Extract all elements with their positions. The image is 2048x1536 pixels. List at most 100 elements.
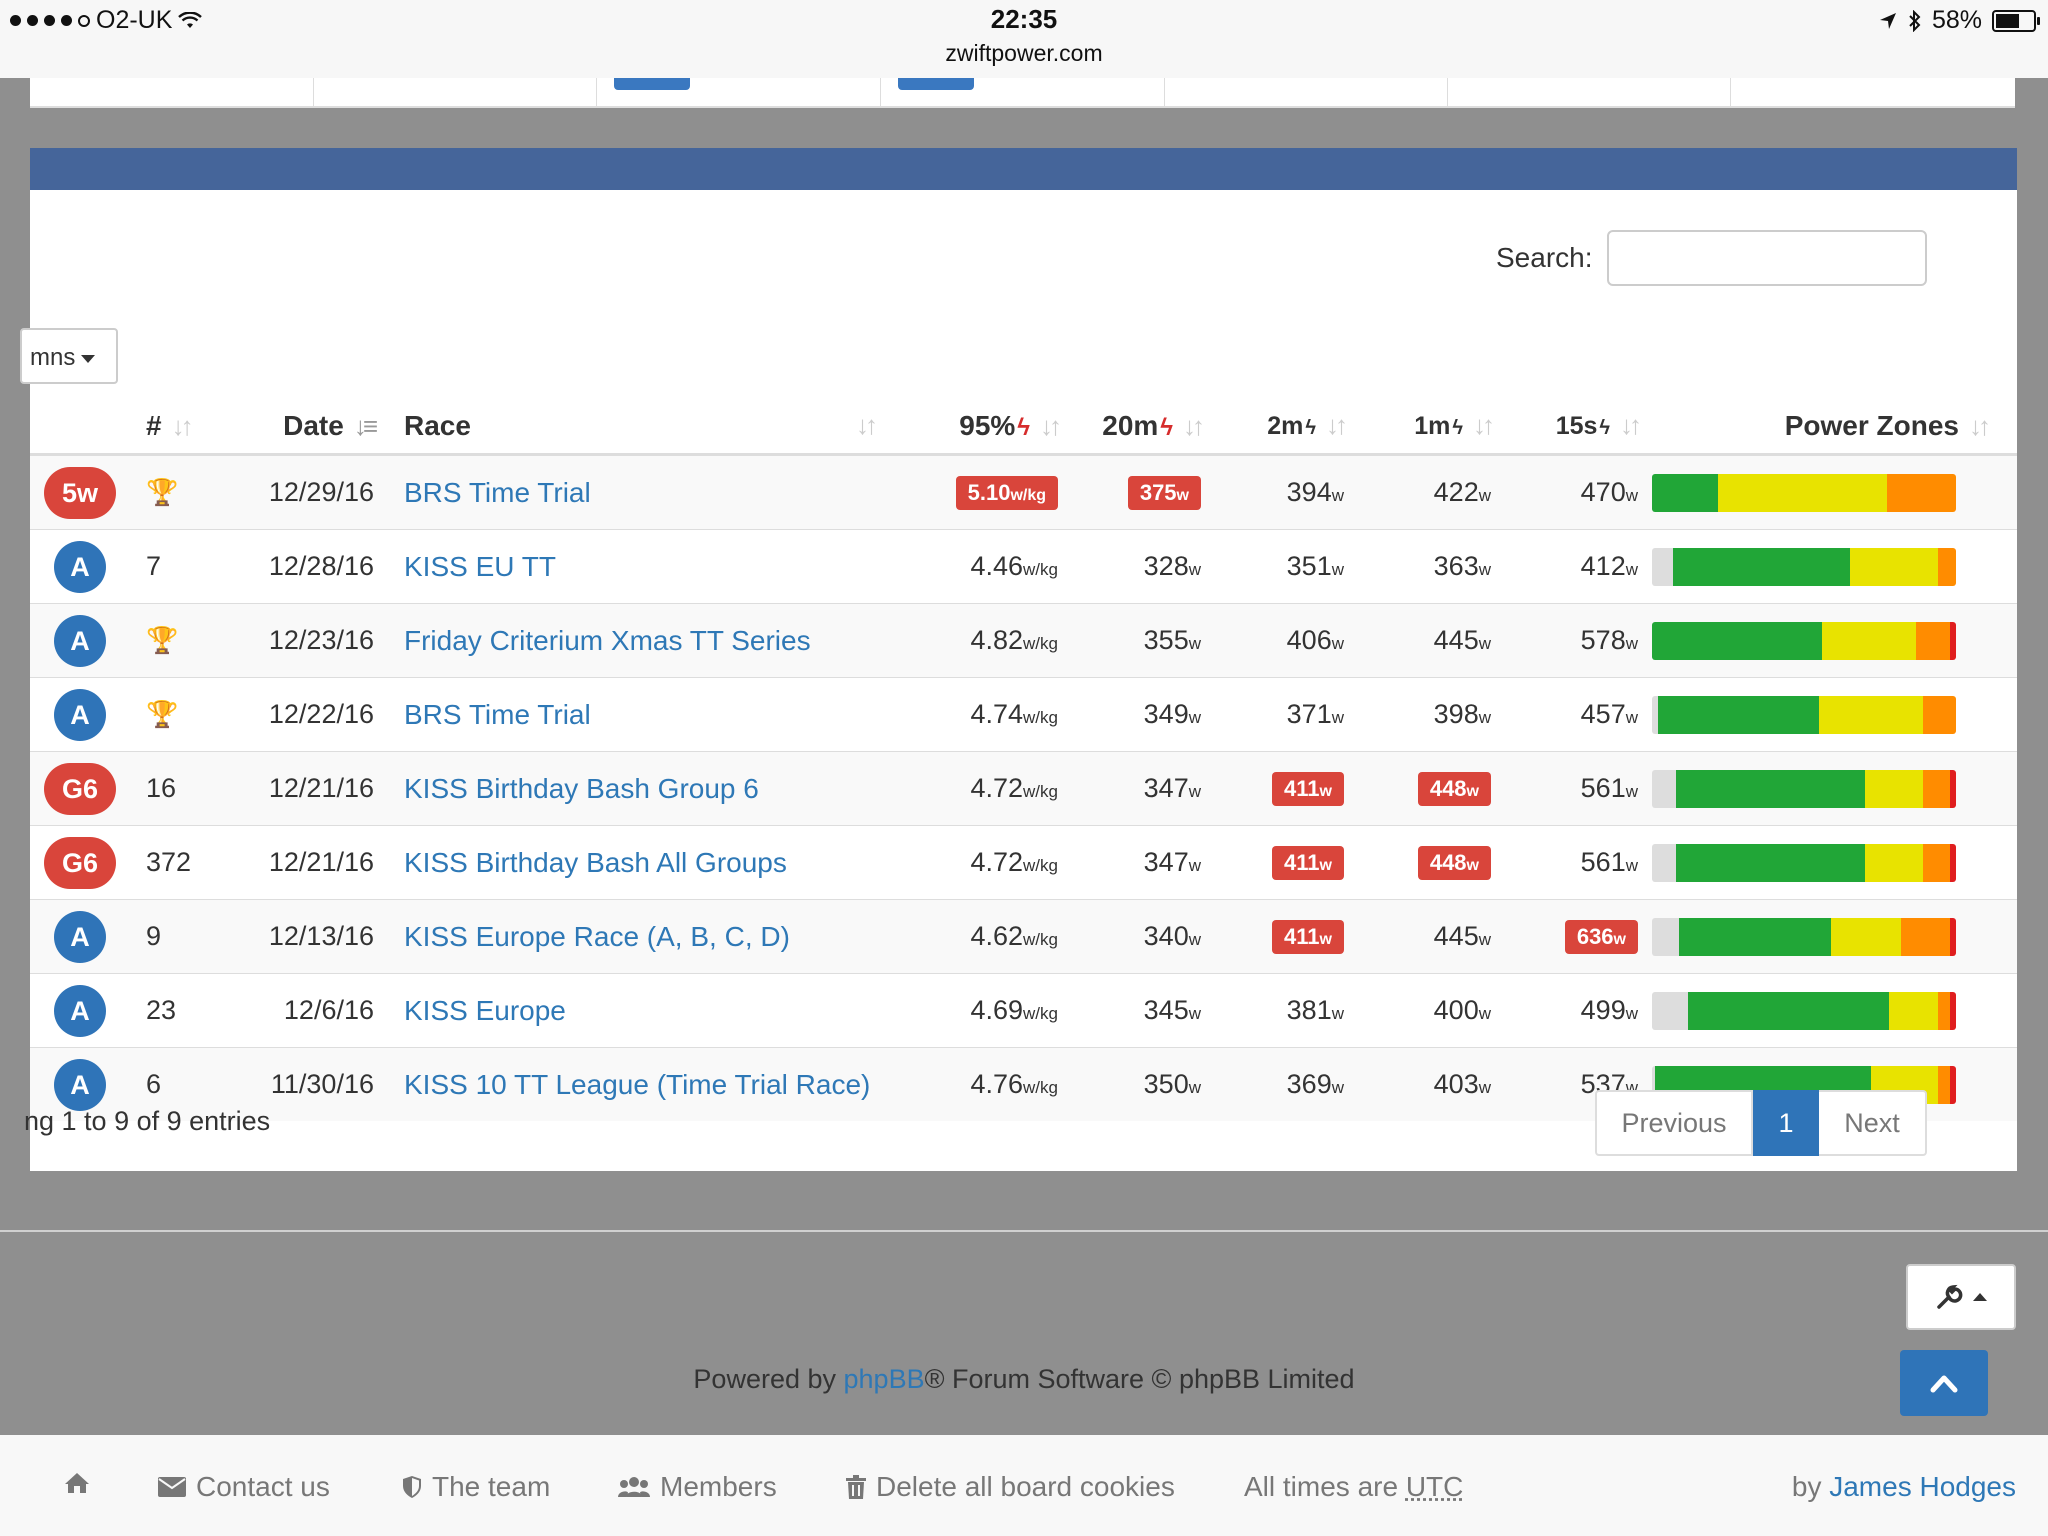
table-row[interactable]: A 🏆 12/22/16 BRS Time Trial 4.74w/kg 349w 371w… [30,677,2017,752]
power-15s-cell: 578w [1491,603,1638,678]
page-1-button[interactable]: 1 [1753,1090,1819,1156]
power-15s-cell: 412w [1491,529,1638,604]
category-cell: G6 [30,751,130,826]
power-zone-segment [1688,991,1890,1030]
url-bar[interactable]: zwiftpower.com [945,40,1103,66]
race-link[interactable]: BRS Time Trial [404,476,591,508]
power-zone-segment [1922,769,1950,808]
delete-cookies-link[interactable]: Delete all board cookies [846,1471,1175,1503]
date-cell: 12/21/16 [230,825,374,900]
timezone-abbr: UTC [1405,1471,1464,1502]
sort-icon: ↓↑ [171,410,194,441]
highlighted-value: 5.10w/kg [955,475,1058,510]
race-cell: KISS Europe Race (A, B, C, D) [374,899,894,974]
power-zone-segment [1831,917,1902,956]
header-1m[interactable]: 1m ϟ ↓↑ [1344,398,1495,456]
race-link[interactable]: BRS Time Trial [404,698,591,730]
scroll-to-top-button[interactable] [1900,1350,1988,1416]
power-zones-cell [1638,751,2017,826]
battery-percent: 58% [1931,6,1982,34]
footer-navbar: Contact us The team Members Delete all b… [0,1435,2048,1536]
power-zones-cell [1638,899,2017,974]
header-15s[interactable]: 15s ϟ ↓↑ [1491,398,1642,456]
header-95[interactable]: 95%ϟ ↓↑ [894,398,1062,456]
results-panel: Search: mns # ↓↑ Date ↓≡ Race ↓↑ 95%ϟ ↓↑ 20m… [20,148,2017,1171]
table-row[interactable]: G6 372 12/21/16 KISS Birthday Bash All Grou… [30,825,2017,900]
previous-page-button[interactable]: Previous [1595,1090,1753,1156]
date-cell: 12/29/16 [230,454,374,530]
race-link[interactable]: KISS 10 TT League (Time Trial Race) [404,1068,871,1100]
power-zone-segment [1819,695,1923,734]
race-link[interactable]: KISS Birthday Bash Group 6 [404,772,759,804]
power-zone-segment [1652,769,1677,808]
columns-toggle-button[interactable]: mns [20,328,118,384]
power-zone-segment [1676,843,1865,882]
power-2m-cell: 369w [1201,1047,1344,1121]
table-row[interactable]: A 6 11/30/16 KISS 10 TT League (Time Trial … [30,1047,2017,1121]
rank-cell: 9 [130,899,230,974]
race-link[interactable]: Friday Criterium Xmas TT Series [404,624,811,656]
table-row[interactable]: A 9 12/13/16 KISS Europe Race (A, B, C, D) 4… [30,899,2017,974]
phpbb-link[interactable]: phpBB [843,1364,925,1394]
power-2m-cell: 351w [1201,529,1344,604]
race-cell: KISS Europe [374,973,894,1048]
date-cell: 12/22/16 [230,677,374,752]
race-cell: KISS Birthday Bash All Groups [374,825,894,900]
power-zone-segment [1652,621,1823,660]
table-row[interactable]: G6 16 12/21/16 KISS Birthday Bash Group 6 4.… [30,751,2017,826]
wkg-cell: 4.74w/kg [894,677,1058,752]
race-link[interactable]: KISS Europe [404,994,566,1026]
status-right: 58% [1878,6,2040,35]
power-zone-segment [1652,695,1659,734]
header-2m[interactable]: 2m ϟ ↓↑ [1201,398,1348,456]
header-rank[interactable]: # ↓↑ [130,398,230,456]
power-1m-cell: 448w [1344,751,1491,826]
wkg-cell: 4.82w/kg [894,603,1058,678]
signal-dot-icon [78,14,90,27]
power-zones-bar [1652,473,1956,512]
table-row[interactable]: A 23 12/6/16 KISS Europe 4.69w/kg 345w 381w 400… [30,973,2017,1048]
date-cell: 12/23/16 [230,603,374,678]
status-bar: O2-UK 22:35 zwiftpower.com 58% [0,0,2048,78]
bolt-icon: ϟ [1160,413,1173,441]
power-20m-cell: 328w [1058,529,1201,604]
power-zone-segment [1949,621,1956,660]
wkg-cell: 4.69w/kg [894,973,1058,1048]
race-link[interactable]: KISS EU TT [404,550,556,582]
power-zone-segment [1822,621,1917,660]
power-zone-segment [1949,1065,1956,1104]
power-zone-segment [1938,547,1956,586]
power-zones-cell [1638,454,2017,530]
header-date[interactable]: Date ↓≡ [230,398,378,456]
powered-by: Powered by phpBB® Forum Software © phpBB… [693,1364,1355,1394]
category-cell: A [30,899,130,974]
race-cell: KISS EU TT [374,529,894,604]
team-link[interactable]: The team [402,1471,550,1503]
next-page-button[interactable]: Next [1819,1090,1927,1156]
caret-down-icon [81,354,96,363]
power-zones-bar [1652,547,1956,586]
race-link[interactable]: KISS Birthday Bash All Groups [404,846,787,878]
table-row[interactable]: A 7 12/28/16 KISS EU TT 4.46w/kg 328w 351w 363w… [30,529,2017,604]
header-race[interactable]: Race ↓↑ [374,398,894,456]
home-link[interactable] [64,1471,90,1495]
table-row[interactable]: A 🏆 12/23/16 Friday Criterium Xmas TT Serie… [30,603,2017,678]
battery-icon [1992,9,2040,32]
author-link[interactable]: James Hodges [1829,1471,2016,1502]
bolt-icon: ϟ [1599,417,1610,439]
trophy-icon: 🏆 [146,477,179,507]
header-power-zones[interactable]: Power Zones ↓↑ [1638,398,2017,456]
members-link[interactable]: Members [618,1471,777,1503]
header-20m[interactable]: 20mϟ ↓↑ [1058,398,1205,456]
table-row[interactable]: 5w 🏆 12/29/16 BRS Time Trial 5.10w/kg 375w 394… [30,454,2017,530]
search-input[interactable] [1607,230,1927,286]
rank-cell: 🏆 [130,677,230,752]
power-1m-cell: 445w [1344,899,1491,974]
contact-link[interactable]: Contact us [158,1471,330,1503]
sort-icon: ↓↑ [1183,410,1205,441]
race-link[interactable]: KISS Europe Race (A, B, C, D) [404,920,790,952]
category-cell: 5w [30,454,130,530]
sort-icon: ↓↑ [1326,410,1348,440]
tools-dropdown-button[interactable] [1906,1264,2016,1330]
race-cell: BRS Time Trial [374,677,894,752]
